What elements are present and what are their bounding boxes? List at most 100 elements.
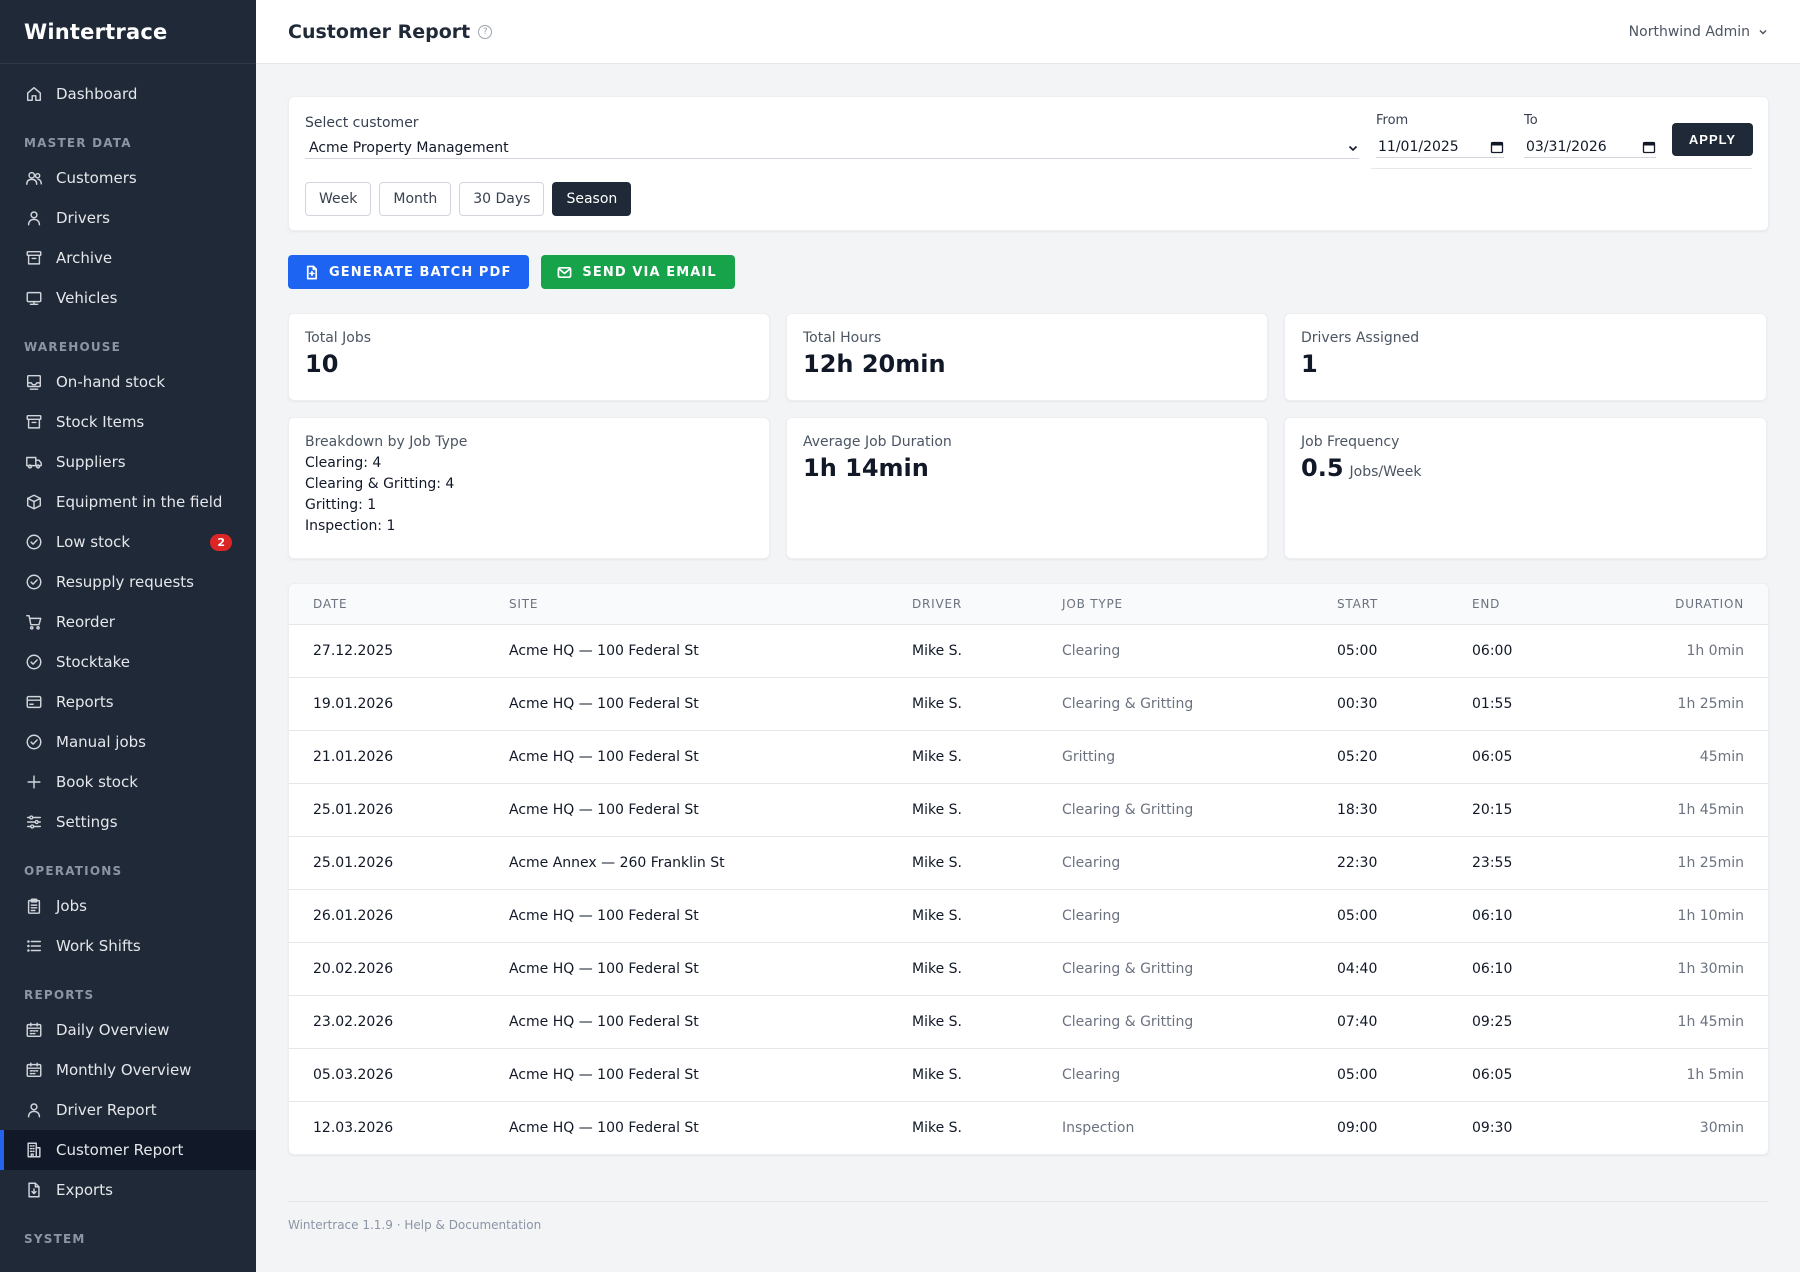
sidebar-item-settings[interactable]: Settings (0, 802, 256, 842)
jobs-table-card: DATE SITE DRIVER JOB TYPE START END DURATION 2… (288, 583, 1769, 1155)
archive-icon (24, 248, 44, 268)
cell-driver: Mike S. (888, 995, 1038, 1049)
table-row[interactable]: 25.01.2026 Acme Annex — 260 Franklin St Mi… (289, 836, 1768, 890)
cell-duration: 1h 0min (1583, 624, 1768, 678)
sidebar-item-manual-jobs[interactable]: Manual jobs (0, 722, 256, 762)
cell-end: 23:55 (1448, 836, 1583, 890)
stats-grid: Total Jobs 10 Total Hours 12h 20min Driv… (288, 313, 1769, 559)
column-header-site[interactable]: SITE (485, 584, 888, 625)
version-label: Wintertrace 1.1.9 (288, 1218, 393, 1232)
sidebar-item-label: Exports (56, 1181, 113, 1199)
table-row[interactable]: 25.01.2026 Acme HQ — 100 Federal St Mike S… (289, 783, 1768, 837)
cell-duration: 1h 45min (1583, 995, 1768, 1049)
column-header-driver[interactable]: DRIVER (888, 584, 1038, 625)
user-icon (24, 1100, 44, 1120)
cell-site: Acme HQ — 100 Federal St (485, 624, 888, 678)
table-row[interactable]: 12.03.2026 Acme HQ — 100 Federal St Mike S… (289, 1101, 1768, 1154)
sidebar-item-jobs[interactable]: Jobs (0, 886, 256, 926)
user-menu[interactable]: Northwind Admin (1629, 24, 1768, 40)
sidebar-item-reorder[interactable]: Reorder (0, 602, 256, 642)
from-date-input[interactable]: 11/01/2025 (1376, 136, 1504, 158)
sidebar-item-resupply-requests[interactable]: Resupply requests (0, 562, 256, 602)
sidebar-item-exports[interactable]: Exports (0, 1170, 256, 1210)
sidebar-item-on-hand-stock[interactable]: On-hand stock (0, 362, 256, 402)
check-circle-icon (24, 572, 44, 592)
sidebar-item-book-stock[interactable]: Book stock (0, 762, 256, 802)
sidebar-item-equipment-in-the-field[interactable]: Equipment in the field (0, 482, 256, 522)
table-row[interactable]: 26.01.2026 Acme HQ — 100 Federal St Mike S… (289, 889, 1768, 943)
sidebar-section-operations: OPERATIONS (24, 864, 123, 878)
jobs-table: DATE SITE DRIVER JOB TYPE START END DURATION 2… (289, 584, 1768, 1154)
to-date-block: To 03/31/2026 (1524, 113, 1656, 158)
sidebar-item-monthly-overview[interactable]: Monthly Overview (0, 1050, 256, 1090)
sidebar-item-suppliers[interactable]: Suppliers (0, 442, 256, 482)
calendar-icon (24, 1020, 44, 1040)
top-header: Customer Report ? Northwind Admin (256, 0, 1800, 64)
customer-select[interactable]: Acme Property Management (305, 137, 1359, 159)
action-buttons: GENERATE BATCH PDF SEND VIA EMAIL (288, 255, 1769, 289)
column-header-end[interactable]: END (1448, 584, 1583, 625)
calendar-icon[interactable] (1490, 140, 1504, 154)
inbox-icon (24, 372, 44, 392)
sidebar-item-archive[interactable]: Archive (0, 238, 256, 278)
cell-duration: 45min (1583, 730, 1768, 784)
table-row[interactable]: 27.12.2025 Acme HQ — 100 Federal St Mike S… (289, 624, 1768, 678)
column-header-job-type[interactable]: JOB TYPE (1038, 584, 1313, 625)
column-header-start[interactable]: START (1313, 584, 1448, 625)
range-season-button[interactable]: Season (552, 182, 632, 216)
sidebar-item-customers[interactable]: Customers (0, 158, 256, 198)
table-row[interactable]: 20.02.2026 Acme HQ — 100 Federal St Mike S… (289, 942, 1768, 996)
sidebar-item-dashboard[interactable]: Dashboard (0, 74, 256, 114)
table-row[interactable]: 05.03.2026 Acme HQ — 100 Federal St Mike S… (289, 1048, 1768, 1102)
to-date-input[interactable]: 03/31/2026 (1524, 136, 1656, 158)
cell-job-type: Clearing (1038, 836, 1313, 890)
stat-job-frequency: Job Frequency 0.5 Jobs/Week (1284, 417, 1767, 559)
cell-end: 06:00 (1448, 624, 1583, 678)
customer-select-value: Acme Property Management (309, 139, 509, 156)
filter-divider (1371, 168, 1752, 169)
sidebar-item-drivers[interactable]: Drivers (0, 198, 256, 238)
cell-job-type: Clearing & Gritting (1038, 783, 1313, 837)
customer-label: Select customer (305, 115, 419, 131)
cell-end: 06:05 (1448, 1048, 1583, 1102)
cell-end: 06:10 (1448, 942, 1583, 996)
cell-duration: 1h 30min (1583, 942, 1768, 996)
from-date-value: 11/01/2025 (1378, 138, 1459, 155)
cell-date: 23.02.2026 (289, 995, 485, 1049)
send-via-email-button[interactable]: SEND VIA EMAIL (541, 255, 735, 289)
stat-label: Average Job Duration (803, 434, 952, 450)
sidebar-item-vehicles[interactable]: Vehicles (0, 278, 256, 318)
sidebar-item-label: Manual jobs (56, 733, 146, 751)
cell-start: 04:40 (1313, 942, 1448, 996)
sidebar-item-driver-report[interactable]: Driver Report (0, 1090, 256, 1130)
help-documentation-link[interactable]: Help & Documentation (404, 1218, 542, 1232)
sidebar-item-work-shifts[interactable]: Work Shifts (0, 926, 256, 966)
cart-icon (24, 612, 44, 632)
sidebar-item-daily-overview[interactable]: Daily Overview (0, 1010, 256, 1050)
range-30-days-button[interactable]: 30 Days (459, 182, 545, 216)
cell-date: 25.01.2026 (289, 783, 485, 837)
sidebar: Wintertrace Dashboard MASTER DATA Customer… (0, 0, 256, 1272)
sidebar-item-label: Jobs (56, 897, 87, 915)
sidebar-item-customer-report[interactable]: Customer Report (0, 1130, 256, 1170)
apply-button[interactable]: APPLY (1672, 123, 1753, 156)
sidebar-item-stock-items[interactable]: Stock Items (0, 402, 256, 442)
column-header-date[interactable]: DATE (289, 584, 485, 625)
home-icon (24, 84, 44, 104)
table-row[interactable]: 19.01.2026 Acme HQ — 100 Federal St Mike S… (289, 677, 1768, 731)
range-month-button[interactable]: Month (379, 182, 452, 216)
table-row[interactable]: 21.01.2026 Acme HQ — 100 Federal St Mike S… (289, 730, 1768, 784)
help-icon[interactable]: ? (478, 24, 493, 39)
cell-job-type: Clearing & Gritting (1038, 677, 1313, 731)
generate-batch-pdf-button[interactable]: GENERATE BATCH PDF (288, 255, 530, 289)
table-row[interactable]: 23.02.2026 Acme HQ — 100 Federal St Mike S… (289, 995, 1768, 1049)
range-week-button[interactable]: Week (305, 182, 372, 216)
plus-icon (24, 772, 44, 792)
sidebar-item-low-stock[interactable]: Low stock 2 (0, 522, 256, 562)
sidebar-item-label: Suppliers (56, 453, 126, 471)
sidebar-item-stocktake[interactable]: Stocktake (0, 642, 256, 682)
column-header-duration[interactable]: DURATION (1583, 584, 1768, 625)
cell-site: Acme HQ — 100 Federal St (485, 995, 888, 1049)
sidebar-item-reports[interactable]: Reports (0, 682, 256, 722)
calendar-icon[interactable] (1642, 140, 1656, 154)
